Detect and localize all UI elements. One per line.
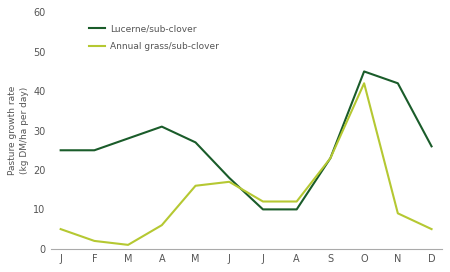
Annual grass/sub-clover (395, 212, 400, 215)
Annual grass/sub-clover (226, 180, 232, 183)
Legend: Lucerne/sub-clover, Annual grass/sub-clover: Lucerne/sub-clover, Annual grass/sub-clo… (86, 21, 221, 54)
Annual grass/sub-clover (361, 82, 367, 85)
Lucerne/sub-clover (260, 208, 265, 211)
Lucerne/sub-clover (126, 137, 131, 140)
Lucerne/sub-clover (193, 141, 198, 144)
Annual grass/sub-clover (126, 243, 131, 246)
Lucerne/sub-clover (328, 156, 333, 160)
Annual grass/sub-clover (429, 227, 434, 231)
Lucerne/sub-clover (159, 125, 165, 128)
Line: Annual grass/sub-clover: Annual grass/sub-clover (61, 83, 432, 245)
Lucerne/sub-clover (395, 82, 400, 85)
Lucerne/sub-clover (294, 208, 299, 211)
Annual grass/sub-clover (159, 224, 165, 227)
Lucerne/sub-clover (361, 70, 367, 73)
Lucerne/sub-clover (429, 145, 434, 148)
Annual grass/sub-clover (193, 184, 198, 187)
Annual grass/sub-clover (260, 200, 265, 203)
Lucerne/sub-clover (226, 176, 232, 180)
Y-axis label: Pasture growth rate
(kg DM/ha per day): Pasture growth rate (kg DM/ha per day) (9, 86, 29, 175)
Lucerne/sub-clover (92, 149, 97, 152)
Annual grass/sub-clover (328, 156, 333, 160)
Line: Lucerne/sub-clover: Lucerne/sub-clover (61, 72, 432, 209)
Annual grass/sub-clover (92, 239, 97, 243)
Annual grass/sub-clover (294, 200, 299, 203)
Lucerne/sub-clover (58, 149, 63, 152)
Annual grass/sub-clover (58, 227, 63, 231)
